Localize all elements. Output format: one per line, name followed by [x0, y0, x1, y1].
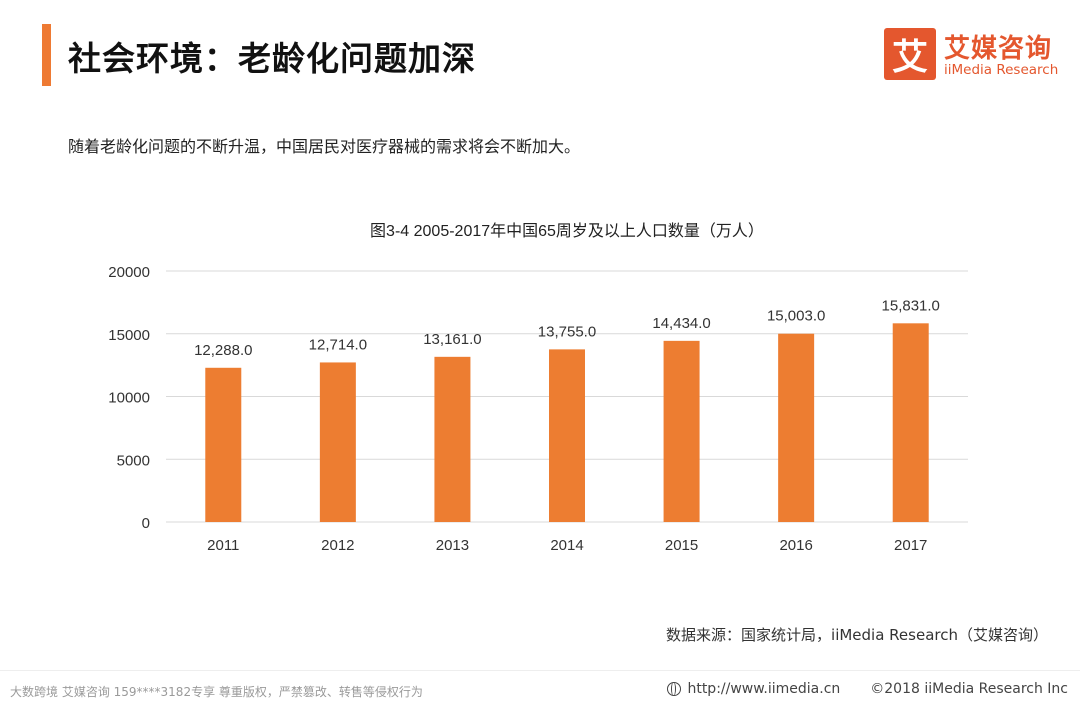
y-tick-label: 0: [142, 515, 150, 532]
data-label-2013: 13,161.0: [423, 331, 481, 348]
x-tick-label-2015: 2015: [665, 537, 698, 554]
bar-2016: [778, 333, 815, 522]
x-tick-label-2014: 2014: [550, 537, 583, 554]
footer-watermark: 大数跨境 艾媒咨询 159****3182专享 尊重版权，严禁篡改、转售等侵权行…: [10, 685, 423, 699]
footer: 大数跨境 艾媒咨询 159****3182专享 尊重版权，严禁篡改、转售等侵权行…: [0, 670, 1080, 703]
brand-logo: 艾 艾媒咨询 iiMedia Research: [884, 28, 1060, 84]
bar-2013: [434, 356, 471, 522]
page-title: 社会环境：老龄化问题加深: [68, 39, 476, 78]
footer-copyright: ©2018 iiMedia Research Inc: [870, 681, 1068, 697]
data-label-2017: 15,831.0: [882, 297, 940, 314]
bar-2014: [549, 349, 585, 522]
data-label-2012: 12,714.0: [309, 336, 367, 353]
x-tick-label-2013: 2013: [436, 537, 469, 554]
bar-2017: [892, 323, 929, 522]
globe-icon: [667, 682, 682, 696]
data-label-2015: 14,434.0: [652, 315, 710, 332]
x-tick-label-2011: 2011: [207, 537, 239, 554]
bar-2011: [205, 367, 242, 522]
x-tick-label-2012: 2012: [321, 537, 354, 554]
bar-2015: [663, 340, 700, 522]
chart-title: 图3-4 2005-2017年中国65周岁及以上人口数量（万人）: [370, 222, 764, 240]
x-tick-label-2017: 2017: [894, 537, 927, 554]
y-tick-label: 15000: [108, 327, 150, 344]
logo-name-en: iiMedia Research: [944, 62, 1059, 78]
x-tick-label-2016: 2016: [779, 537, 812, 554]
title-accent-bar: [42, 24, 51, 86]
bar-chart: 图3-4 2005-2017年中国65周岁及以上人口数量（万人） 0 5000 100…: [108, 222, 968, 554]
page-subtitle: 随着老龄化问题的不断升温，中国居民对医疗器械的需求将会不断加大。: [68, 137, 581, 156]
data-source: 数据来源：国家统计局，iiMedia Research（艾媒咨询）: [666, 626, 1048, 644]
y-tick-label: 5000: [117, 452, 150, 469]
data-label-2011: 12,288.0: [194, 342, 252, 359]
bar-2012: [319, 362, 356, 522]
footer-right: http://www.iimedia.cn ©2018 iiMedia Rese…: [667, 681, 1068, 697]
data-label-2014: 13,755.0: [538, 323, 596, 340]
footer-url[interactable]: http://www.iimedia.cn: [687, 681, 841, 697]
y-tick-label: 20000: [108, 264, 150, 281]
logo-name-cn: 艾媒咨询: [944, 34, 1053, 64]
y-tick-label: 10000: [108, 390, 150, 407]
logo-mark-icon: 艾: [884, 28, 936, 80]
data-label-2016: 15,003.0: [767, 308, 825, 325]
